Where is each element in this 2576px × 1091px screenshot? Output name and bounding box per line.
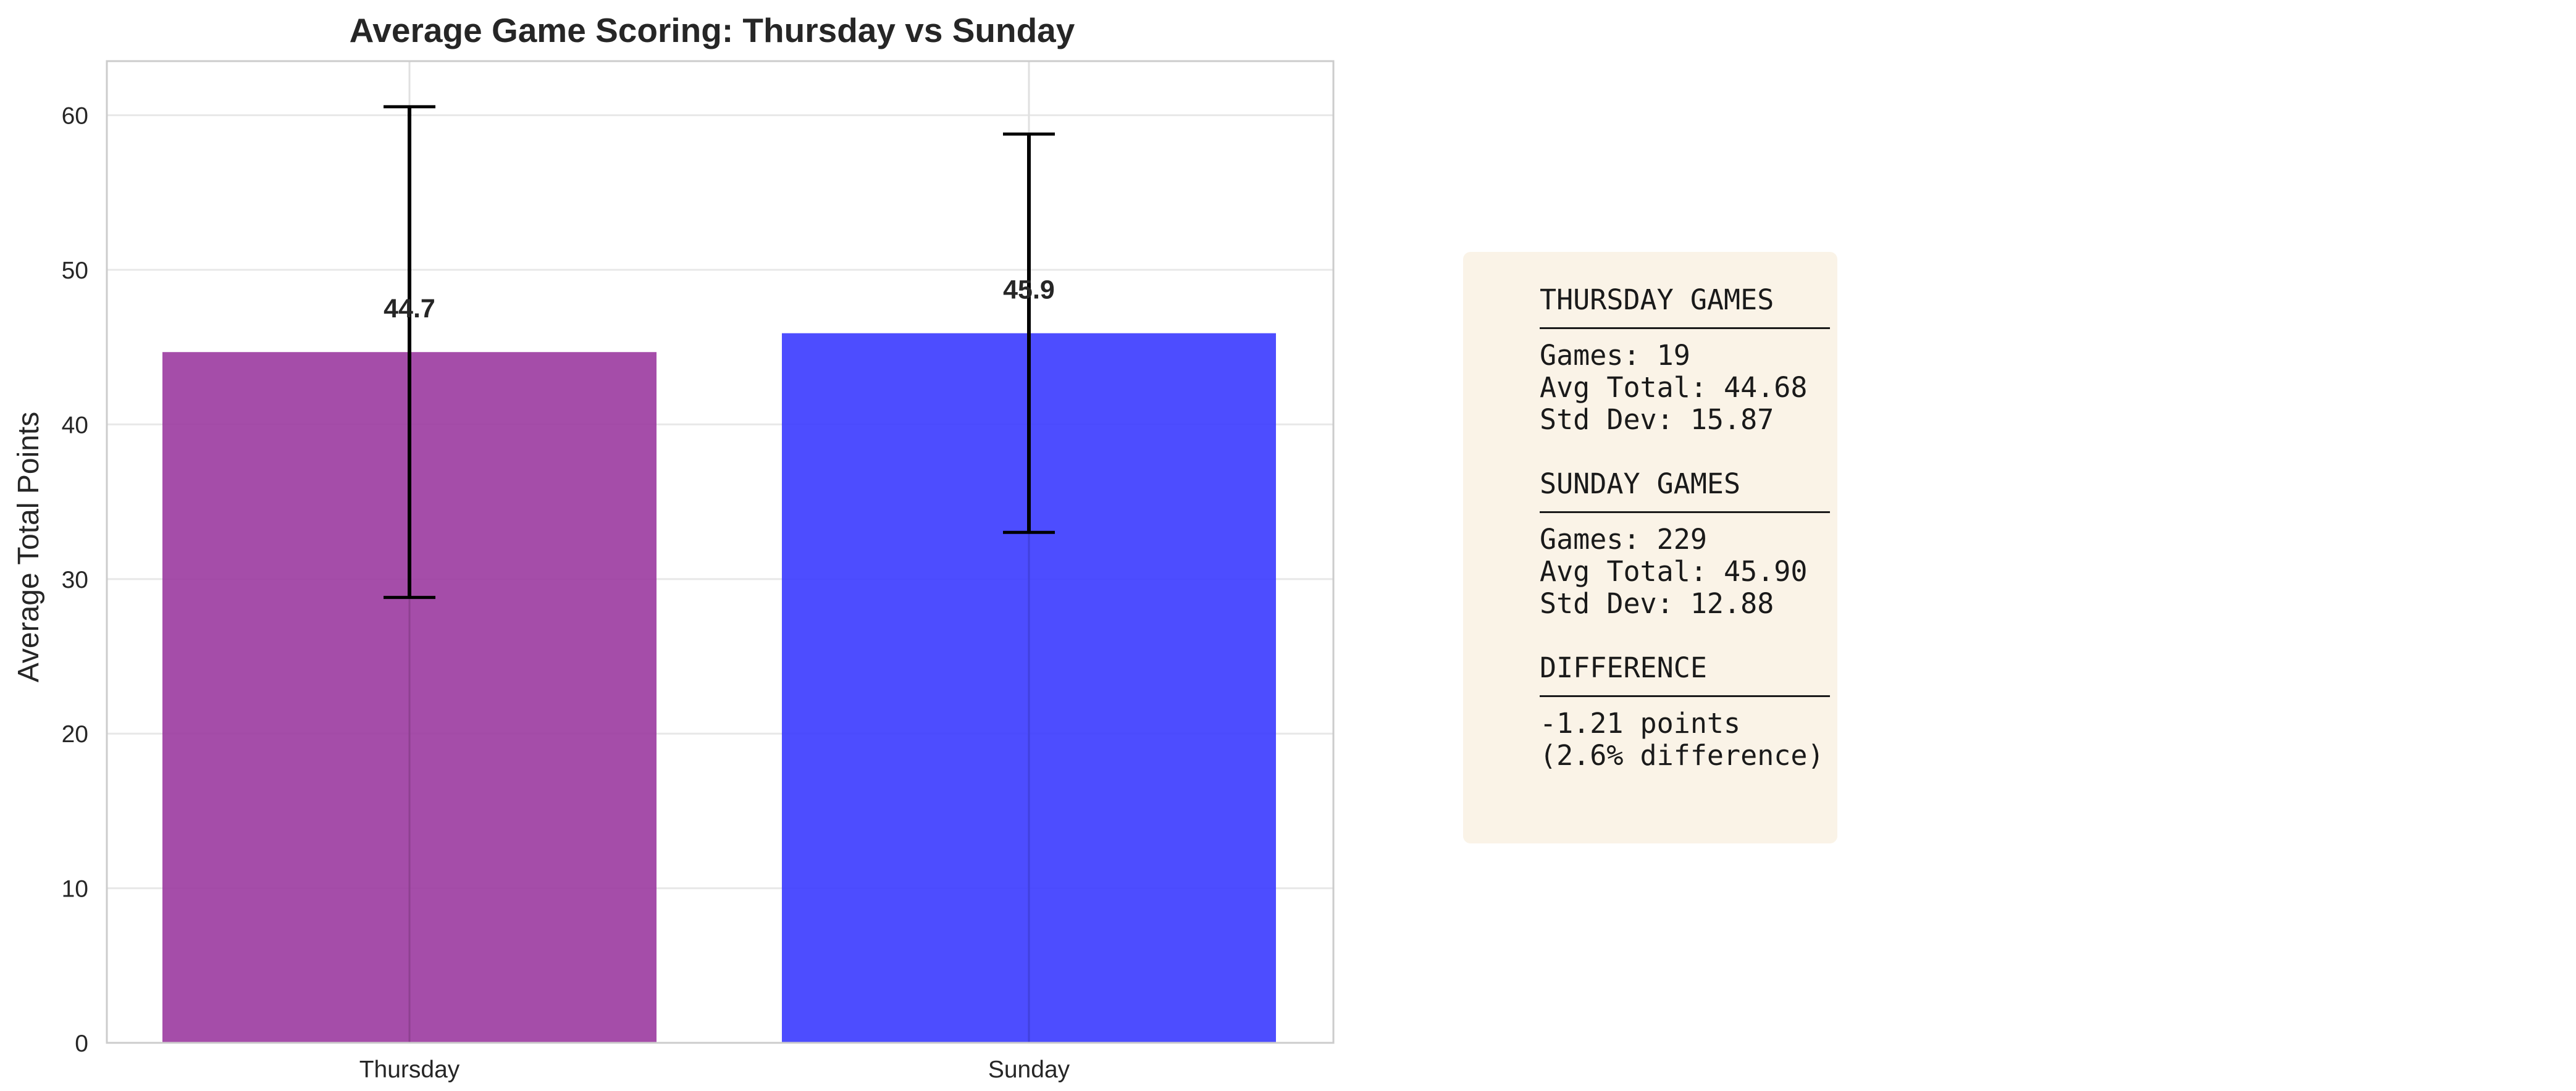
stats-line: (2.6% difference) (1540, 739, 1824, 772)
stats-line: Avg Total: 45.90 (1540, 555, 1808, 588)
y-tick-label: 60 (62, 103, 88, 130)
x-axis-ticks: Thursday Sunday (359, 1056, 1070, 1083)
stats-divider (1540, 511, 1830, 513)
stats-line: Games: 19 (1540, 339, 1690, 372)
stats-divider (1540, 695, 1830, 697)
stats-section-heading: SUNDAY GAMES (1540, 467, 1741, 500)
bar-value-label: 45.9 (1003, 275, 1055, 305)
stats-sections: THURSDAY GAMES Games: 19 Avg Total: 44.68 S… (1540, 284, 1837, 772)
chart-bars (162, 333, 1276, 1043)
y-tick-label: 0 (75, 1030, 88, 1057)
y-tick-label: 30 (62, 567, 88, 593)
x-tick-label: Sunday (988, 1056, 1070, 1083)
stats-section: DIFFERENCE -1.21 points (2.6% difference) (1540, 652, 1837, 772)
stats-line: Games: 229 (1540, 523, 1707, 556)
chart-title: Average Game Scoring: Thursday vs Sunday (350, 11, 1075, 49)
y-tick-label: 20 (62, 721, 88, 748)
stats-line: -1.21 points (1540, 707, 1741, 740)
stats-section-heading: THURSDAY GAMES (1540, 283, 1774, 316)
stats-section: SUNDAY GAMES Games: 229 Avg Total: 45.90 St… (1540, 468, 1837, 620)
bar-value-label: 44.7 (384, 294, 435, 324)
stats-line: Avg Total: 44.68 (1540, 371, 1808, 404)
stats-line: Std Dev: 12.88 (1540, 587, 1774, 620)
y-tick-label: 40 (62, 412, 88, 438)
summary-stats-box: THURSDAY GAMES Games: 19 Avg Total: 44.68 S… (1463, 252, 1837, 843)
stats-section: THURSDAY GAMES Games: 19 Avg Total: 44.68 S… (1540, 284, 1837, 436)
chart-value-labels: 44.7 45.9 (384, 275, 1055, 324)
chart-error-bars (384, 105, 1055, 600)
y-axis-label: Average Total Points (12, 412, 45, 683)
stats-section-heading: DIFFERENCE (1540, 651, 1707, 684)
stats-line: Std Dev: 15.87 (1540, 403, 1774, 436)
y-tick-label: 50 (62, 257, 88, 284)
x-tick-label: Thursday (359, 1056, 460, 1083)
y-axis-ticks: 0 10 20 30 40 50 60 (62, 103, 88, 1057)
y-tick-label: 10 (62, 876, 88, 903)
plot-frame (106, 60, 1335, 1044)
stats-divider (1540, 327, 1830, 329)
